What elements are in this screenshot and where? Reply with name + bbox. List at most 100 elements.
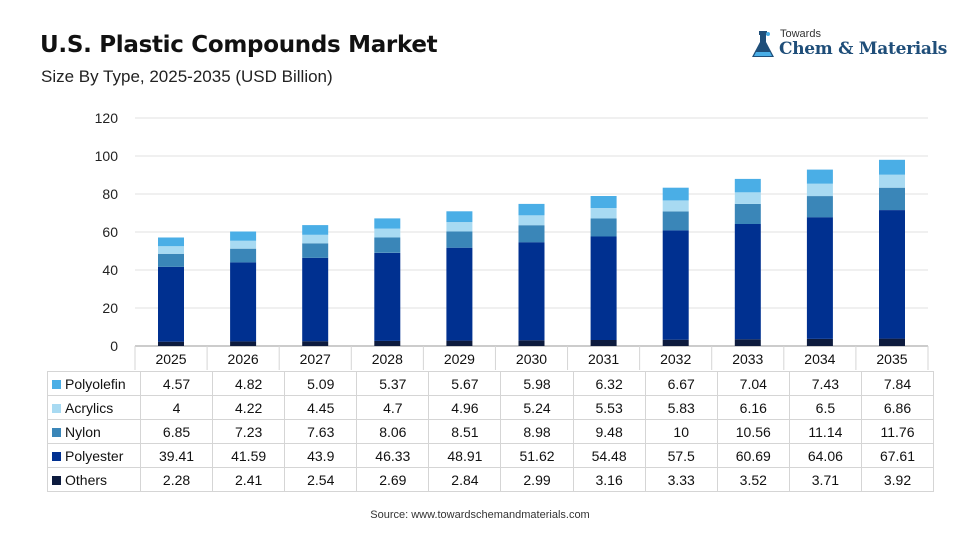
bar-segment-acrylics	[590, 208, 617, 219]
table-row: Others 2.28 2.41 2.54 2.69 2.84 2.99 3.16 3.33 3.…	[47, 467, 935, 492]
table-cell: 4.96	[428, 395, 502, 420]
bar-segment-polyester	[879, 210, 905, 339]
table-cell: 2.84	[428, 467, 502, 492]
bar-segment-others	[230, 341, 257, 346]
bar-segment-polyester	[662, 230, 689, 340]
table-cell: 57.5	[644, 443, 718, 468]
y-tick-label: 40	[102, 262, 118, 278]
y-tick-label: 100	[95, 148, 119, 164]
bar-segment-polyester	[158, 266, 184, 342]
bar-segment-polyester	[446, 247, 473, 341]
table-row: Polyester 39.41 41.59 43.9 46.33 48.91 51.62 54…	[47, 443, 935, 468]
bar-segment-polyolefin	[806, 169, 833, 184]
table-cell: 60.69	[716, 443, 790, 468]
table-cell: 6.5	[788, 395, 862, 420]
x-tick-label: 2032	[660, 351, 691, 367]
table-cell: 4.22	[212, 395, 286, 420]
bar-segment-acrylics	[302, 234, 329, 244]
table-cell: 5.09	[284, 371, 358, 396]
table-cell: 3.16	[572, 467, 646, 492]
table-cell: 3.33	[644, 467, 718, 492]
table-cell: 3.71	[788, 467, 862, 492]
bar-segment-nylon	[879, 187, 905, 210]
table-cell: 2.99	[500, 467, 574, 492]
table-cell: 6.86	[860, 395, 935, 420]
bar-segment-polyolefin	[230, 231, 257, 241]
table-cell: 5.83	[644, 395, 718, 420]
legend-swatch	[52, 427, 61, 437]
table-cell: 6.85	[139, 419, 214, 444]
series-label: Polyester	[65, 447, 124, 464]
x-tick-label: 2029	[444, 351, 475, 367]
legend-swatch	[52, 475, 61, 485]
x-tick-label: 2035	[876, 351, 907, 367]
x-tick-label: 2026	[228, 351, 259, 367]
table-cell: 3.92	[860, 467, 935, 492]
bar-segment-nylon	[806, 196, 833, 218]
page-title: U.S. Plastic Compounds Market	[40, 32, 438, 58]
bar-segment-others	[158, 341, 184, 346]
x-tick-label: 2034	[804, 351, 835, 367]
series-label: Nylon	[65, 423, 101, 440]
stacked-bar-chart: 0 20 40 60 80 100 120 2025 2026 2027 2028 2029 2030 2…	[95, 110, 929, 370]
bar-segment-acrylics	[518, 215, 545, 226]
table-cell: 5.53	[572, 395, 646, 420]
bar-segment-acrylics	[230, 240, 257, 249]
table-cell: 2.41	[212, 467, 286, 492]
table-cell: 2.69	[356, 467, 430, 492]
table-row: Acrylics 4 4.22 4.45 4.7 4.96 5.24 5.53 5.83 6.16…	[47, 395, 935, 420]
table-cell: 4.57	[139, 371, 214, 396]
table-cell: 6.32	[572, 371, 646, 396]
table-cell: 7.43	[788, 371, 862, 396]
legend-swatch	[52, 379, 61, 389]
bar-segment-others	[879, 338, 905, 346]
bar-segment-nylon	[158, 253, 184, 267]
table-cell: 46.33	[356, 443, 430, 468]
series-name-cell: Nylon	[47, 419, 141, 444]
bar-segment-acrylics	[806, 183, 833, 196]
table-cell: 9.48	[572, 419, 646, 444]
x-tick-label: 2027	[300, 351, 331, 367]
data-table: Polyolefin 4.57 4.82 5.09 5.37 5.67 5.98 6.32 6.…	[47, 371, 935, 492]
table-cell: 5.24	[500, 395, 574, 420]
table-cell: 10	[644, 419, 718, 444]
bar-segment-others	[590, 340, 617, 346]
bar-segment-polyester	[518, 242, 545, 341]
x-tick-label: 2028	[372, 351, 403, 367]
legend-swatch	[52, 451, 61, 461]
table-cell: 39.41	[139, 443, 214, 468]
table-cell: 4.45	[284, 395, 358, 420]
bar-segment-nylon	[518, 225, 545, 243]
bar-segment-polyester	[374, 252, 401, 341]
bar-segment-others	[806, 339, 833, 346]
table-cell: 8.51	[428, 419, 502, 444]
table-cell: 67.61	[860, 443, 935, 468]
table-row: Polyolefin 4.57 4.82 5.09 5.37 5.67 5.98 6.32 6.…	[47, 371, 935, 396]
bar-segment-polyolefin	[374, 218, 401, 229]
table-cell: 2.28	[139, 467, 214, 492]
bar-segment-polyolefin	[734, 178, 761, 193]
bar-segment-polyolefin	[879, 159, 905, 175]
table-cell: 11.14	[788, 419, 862, 444]
bar-segment-polyester	[302, 257, 329, 342]
bar-segment-polyolefin	[518, 203, 545, 216]
bar-segment-others	[734, 339, 761, 346]
brand-logo: Towards Chem & Materials	[750, 28, 947, 64]
flask-icon	[752, 31, 774, 57]
series-label: Acrylics	[65, 399, 114, 416]
bar-segment-others	[662, 339, 689, 346]
bar-segment-others	[302, 341, 329, 346]
table-cell: 41.59	[212, 443, 286, 468]
table-cell: 7.63	[284, 419, 358, 444]
table-row: Nylon 6.85 7.23 7.63 8.06 8.51 8.98 9.48 10 10.56…	[47, 419, 935, 444]
x-tick-label: 2025	[155, 351, 186, 367]
bar-segment-nylon	[302, 243, 329, 258]
table-cell: 64.06	[788, 443, 862, 468]
bar-segment-others	[374, 340, 401, 346]
table-cell: 5.67	[428, 371, 502, 396]
table-cell: 6.67	[644, 371, 718, 396]
bar-segment-nylon	[590, 218, 617, 237]
series-name-cell: Others	[47, 467, 141, 492]
table-cell: 4.82	[212, 371, 286, 396]
source-note: Source: www.towardschemandmaterials.com	[370, 509, 590, 521]
